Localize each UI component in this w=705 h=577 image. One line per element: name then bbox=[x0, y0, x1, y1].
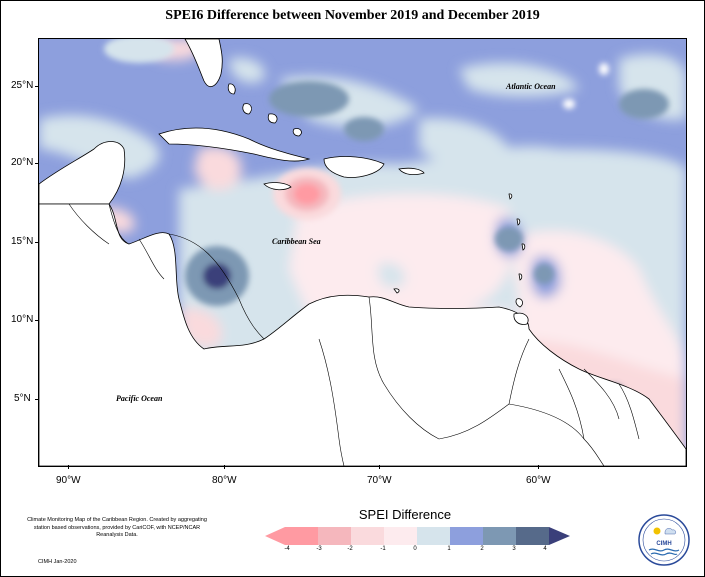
legend-colorbar bbox=[265, 527, 570, 545]
lat-label-25n: 25°N bbox=[11, 80, 34, 91]
lat-label-20n: 20°N bbox=[11, 157, 34, 168]
lon-label-60w: 60°W bbox=[526, 475, 551, 486]
negative-anomaly-patch bbox=[273, 168, 557, 433]
cimh-logo: CIMH bbox=[638, 514, 690, 566]
land-outlines bbox=[39, 39, 686, 466]
spei-map bbox=[39, 39, 686, 466]
credits-text: Climate Monitoring Map of the Caribbean … bbox=[27, 517, 207, 538]
lat-tick bbox=[35, 320, 39, 321]
legend-swatch-high-arrow bbox=[549, 527, 570, 545]
lat-label-10n: 10°N bbox=[11, 314, 34, 325]
legend-tick-label: 1 bbox=[447, 546, 451, 552]
lon-tick bbox=[224, 465, 225, 469]
lat-label-15n: 15°N bbox=[11, 236, 34, 247]
lon-tick bbox=[538, 465, 539, 469]
label-atlantic-ocean: Atlantic Ocean bbox=[506, 82, 556, 91]
legend-swatch bbox=[318, 527, 351, 545]
lat-tick bbox=[35, 242, 39, 243]
lat-tick bbox=[35, 163, 39, 164]
legend-tick-label: -3 bbox=[316, 546, 322, 552]
legend-tick-label: -4 bbox=[284, 546, 290, 552]
sun-icon bbox=[653, 527, 661, 535]
label-pacific-ocean: Pacific Ocean bbox=[116, 394, 163, 403]
legend-swatch bbox=[516, 527, 549, 545]
lon-tick bbox=[68, 465, 69, 469]
spei-anomaly-patches bbox=[82, 39, 669, 404]
legend-swatch bbox=[450, 527, 483, 545]
legend-title: SPEI Difference bbox=[358, 507, 452, 522]
legend-swatch bbox=[483, 527, 516, 545]
lon-label-70w: 70°W bbox=[367, 475, 392, 486]
lon-tick bbox=[379, 465, 380, 469]
legend-swatch bbox=[285, 527, 318, 545]
map-panel bbox=[38, 38, 687, 467]
logo-text: CIMH bbox=[656, 541, 671, 547]
legend-tick-label: -1 bbox=[380, 546, 386, 552]
legend-swatch bbox=[417, 527, 450, 545]
legend-tick-label: 4 bbox=[543, 546, 547, 552]
lat-label-5n: 5°N bbox=[14, 393, 31, 404]
lon-label-90w: 90°W bbox=[56, 475, 81, 486]
legend-swatch bbox=[384, 527, 417, 545]
country-borders bbox=[68, 203, 640, 466]
legend-swatch bbox=[351, 527, 384, 545]
page-title: SPEI6 Difference between November 2019 a… bbox=[165, 8, 540, 23]
legend-tick-label: 2 bbox=[480, 546, 484, 552]
label-caribbean-sea: Caribbean Sea bbox=[272, 237, 321, 246]
lon-label-80w: 80°W bbox=[212, 475, 237, 486]
wave-icon bbox=[648, 548, 680, 552]
lat-tick bbox=[35, 86, 39, 87]
legend-tick-label: 0 bbox=[413, 546, 417, 552]
lat-tick bbox=[35, 399, 39, 400]
cloud-icon bbox=[664, 528, 676, 535]
legend-tick-label: 3 bbox=[512, 546, 516, 552]
legend-swatch-low-arrow bbox=[265, 527, 285, 545]
credits-date: CIMH Jan-2020 bbox=[38, 559, 77, 565]
legend-tick-label: -2 bbox=[347, 546, 353, 552]
